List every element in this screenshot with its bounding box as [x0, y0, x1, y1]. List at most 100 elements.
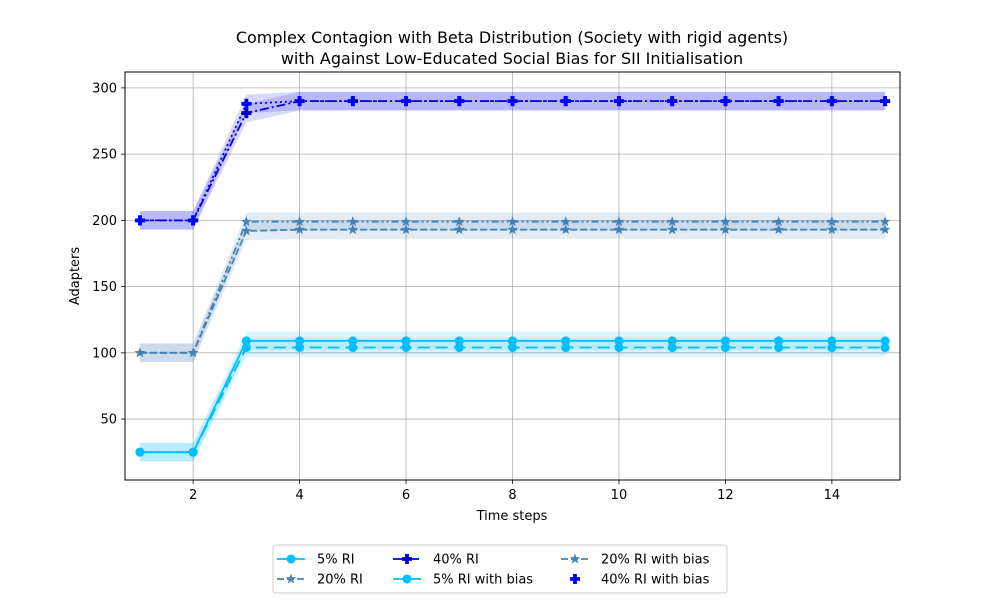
y-tick-label: 300: [92, 81, 117, 96]
legend-marker: [402, 554, 412, 564]
data-point: [667, 336, 677, 346]
series-band-5: [139, 91, 886, 230]
data-point: [720, 343, 730, 353]
data-point: [880, 336, 890, 346]
x-tick-label: 8: [508, 488, 516, 503]
legend-label: 20% RI with bias: [601, 553, 710, 568]
ticks: 2 4 6 8 10 12 14 50 100 150 200 250 300: [92, 81, 840, 503]
data-point: [613, 96, 624, 107]
data-point: [241, 108, 252, 119]
legend-label: 5% RI with bias: [433, 573, 533, 588]
data-point: [294, 216, 305, 227]
data-point: [454, 224, 465, 235]
legend-item: 5% RI with bias: [393, 573, 533, 588]
data-point: [561, 336, 571, 346]
data-point: [774, 343, 784, 353]
series-band-2: [139, 91, 886, 230]
legend-label: 5% RI: [317, 553, 355, 568]
data-point: [454, 336, 464, 346]
data-point: [348, 343, 358, 353]
data-point: [241, 98, 252, 109]
data-point: [507, 216, 518, 227]
data-point: [720, 336, 730, 346]
data-point: [773, 216, 784, 227]
data-point: [348, 336, 358, 346]
data-point: [188, 447, 198, 457]
legend-item: 20% RI: [277, 573, 363, 588]
chart-subtitle: with Against Low-Educated Social Bias fo…: [281, 49, 743, 68]
data-point: [241, 343, 251, 353]
data-point: [560, 224, 571, 235]
data-point: [773, 96, 784, 107]
data-point: [294, 224, 305, 235]
x-tick-label: 2: [189, 488, 197, 503]
legend-item: 40% RI: [393, 553, 479, 568]
x-axis-label: Time steps: [476, 509, 548, 524]
x-tick-label: 6: [402, 488, 410, 503]
series-band-3: [139, 338, 886, 462]
data-point: [666, 216, 678, 227]
data-point: [613, 216, 625, 227]
legend-item: 20% RI with bias: [561, 553, 710, 568]
data-point: [295, 343, 305, 353]
grid: [125, 72, 900, 480]
legend-label: 20% RI: [317, 573, 363, 588]
data-point: [561, 343, 571, 353]
data-point: [135, 447, 145, 457]
data-point: [187, 347, 199, 358]
data-point: [454, 96, 465, 107]
data-point: [613, 224, 625, 235]
data-point: [880, 343, 890, 353]
legend-marker: [402, 574, 412, 584]
data-point: [241, 336, 251, 346]
data-point: [400, 224, 412, 235]
data-point: [560, 96, 571, 107]
data-point: [560, 216, 571, 227]
data-point: [507, 224, 518, 235]
legend-marker: [285, 573, 297, 584]
legend-marker: [569, 553, 581, 564]
series-band-1: [139, 220, 886, 363]
data-point: [454, 216, 465, 227]
data-point: [507, 96, 518, 107]
data-point: [400, 216, 412, 227]
y-tick-label: 150: [92, 280, 117, 295]
x-tick-label: 14: [824, 488, 841, 503]
data-point: [720, 96, 731, 107]
data-point: [667, 96, 678, 107]
data-point: [508, 336, 517, 346]
data-point: [773, 224, 784, 235]
data-point: [614, 336, 624, 346]
data-point: [827, 343, 837, 353]
data-point: [188, 215, 199, 226]
x-tick-label: 12: [717, 488, 734, 503]
data-point: [667, 343, 677, 353]
data-point: [401, 336, 411, 346]
chart-title: Complex Contagion with Beta Distribution…: [236, 28, 788, 47]
data-point: [134, 347, 146, 358]
legend-marker: [570, 574, 580, 584]
series-band-4: [139, 212, 886, 363]
data-point: [508, 343, 517, 353]
y-tick-label: 50: [100, 413, 117, 428]
data-point: [134, 215, 145, 226]
series-line-5: [139, 100, 886, 222]
legend-marker: [286, 554, 296, 564]
x-tick-label: 10: [611, 488, 628, 503]
data-point: [295, 336, 305, 346]
data-point: [241, 225, 252, 236]
data-point: [774, 336, 784, 346]
y-tick-label: 250: [92, 148, 117, 163]
data-point: [347, 224, 359, 235]
data-point: [720, 216, 731, 227]
data-point: [826, 216, 838, 227]
series-markers: [134, 96, 891, 457]
data-point: [294, 96, 305, 107]
data-point: [879, 216, 891, 227]
data-point: [827, 336, 837, 346]
legend-label: 40% RI: [433, 553, 479, 568]
data-point: [454, 343, 464, 353]
data-point: [720, 224, 731, 235]
data-point: [879, 224, 891, 235]
